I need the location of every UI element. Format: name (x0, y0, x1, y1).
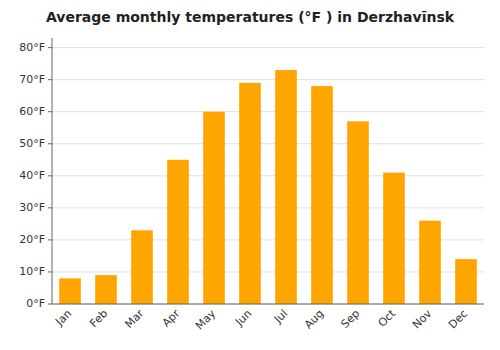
bar (275, 70, 297, 304)
bar (347, 121, 369, 304)
y-tick (48, 79, 52, 80)
grid-line (52, 304, 484, 305)
chart: 0°F 10°F 20°F 30°F 40°F 50°F 60°F 70°F 80°F Jan Fe… (0, 0, 500, 350)
x-tick-label: Feb (87, 307, 110, 330)
title: Average monthly temperatures (°F ) in De… (46, 9, 455, 25)
y-tick (48, 304, 52, 305)
y-tick-label: 0°F (26, 297, 45, 310)
x-tick-label: Oct (376, 307, 399, 330)
bars (59, 70, 477, 304)
x-tick-label: Jan (52, 307, 74, 329)
y-tick-label: 20°F (19, 233, 45, 246)
bar (203, 112, 225, 304)
grid-line (52, 79, 484, 80)
x-tick-label: Sep (338, 307, 362, 331)
x-tick-label: Aug (302, 307, 326, 331)
y-tick (48, 47, 52, 48)
y-tick-label: 40°F (19, 169, 45, 182)
bar (95, 275, 117, 304)
x-tick-label: Mar (122, 307, 146, 331)
bar (239, 83, 261, 304)
grid-line (52, 47, 484, 48)
y-tick-label: 70°F (19, 73, 45, 86)
x-tick-label: Dec (446, 307, 470, 331)
y-tick (48, 207, 52, 208)
y-tick (48, 111, 52, 112)
bar (419, 221, 441, 304)
grid (52, 48, 484, 304)
y-tick (48, 271, 52, 272)
x-axis-line (52, 304, 484, 305)
y-axis: 0°F 10°F 20°F 30°F 40°F 50°F 60°F 70°F 80°F (19, 38, 52, 310)
bar (167, 160, 189, 304)
x-tick-label: Jun (232, 307, 254, 329)
y-axis-line (52, 38, 53, 304)
y-tick-label: 10°F (19, 265, 45, 278)
y-tick (48, 143, 52, 144)
x-axis: Jan Feb Mar Apr May Jun Jul Aug Sep Oct Nov Dec (52, 304, 484, 332)
bar (311, 86, 333, 304)
x-tick-label: May (193, 307, 219, 333)
x-tick-label: Jul (271, 307, 290, 326)
bar (131, 230, 153, 304)
bar (383, 173, 405, 304)
grid-line (52, 175, 484, 176)
y-tick-label: 80°F (19, 41, 45, 54)
grid-line (52, 111, 484, 112)
grid-line (52, 207, 484, 208)
y-tick-label: 50°F (19, 137, 45, 150)
y-tick-label: 30°F (19, 201, 45, 214)
bar (59, 278, 81, 304)
x-tick-label: Apr (160, 307, 183, 330)
bar (455, 259, 477, 304)
y-tick (48, 175, 52, 176)
y-tick-label: 60°F (19, 105, 45, 118)
x-tick-label: Nov (410, 307, 435, 332)
y-tick (48, 239, 52, 240)
grid-line (52, 143, 484, 144)
